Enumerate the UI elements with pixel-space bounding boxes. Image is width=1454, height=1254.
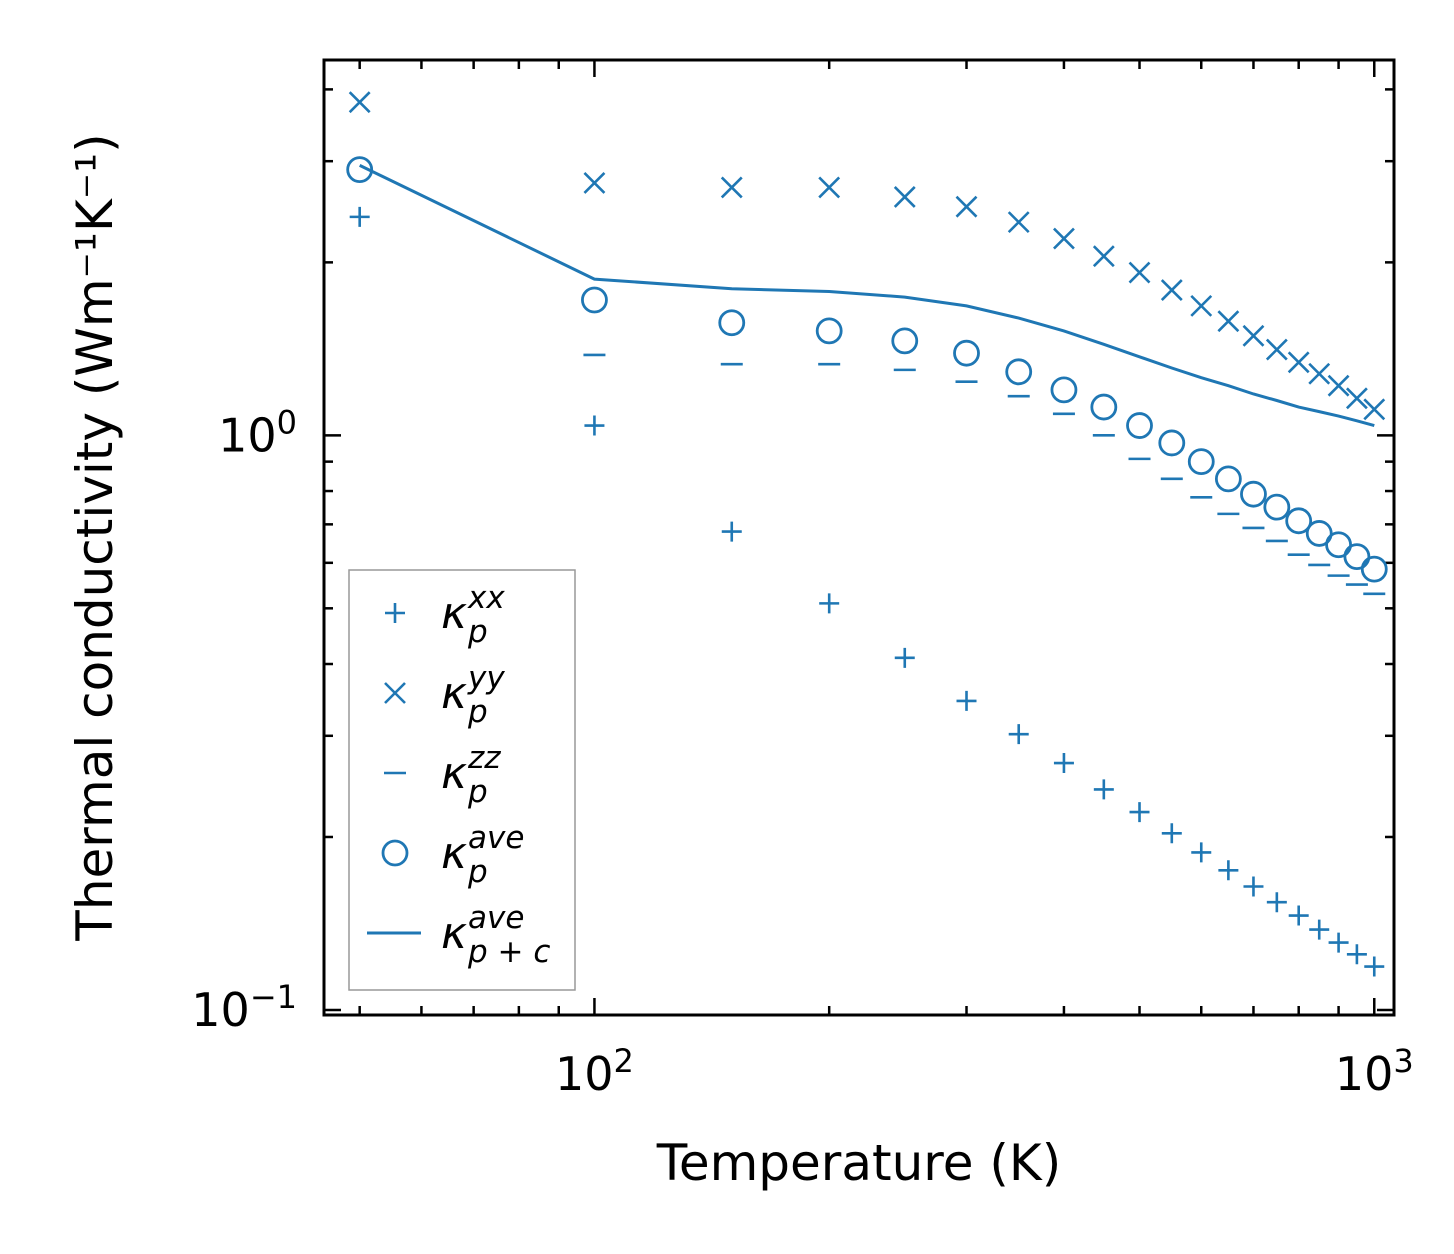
legend-marker-kappa_p_yy bbox=[384, 682, 406, 704]
point-kappa_p_yy bbox=[1190, 294, 1213, 317]
series-kappa_p_zz bbox=[583, 353, 1386, 596]
point-kappa_p_xx bbox=[584, 415, 605, 436]
legend: κxx p κyy p κzz p κave p κave p + c bbox=[348, 569, 576, 991]
point-kappa_p_xx bbox=[349, 206, 370, 227]
point-kappa_p_ave bbox=[1360, 555, 1388, 583]
point-kappa_p_yy bbox=[720, 176, 743, 199]
line-kappa_pc_ave bbox=[359, 164, 1375, 428]
point-kappa_p_ave bbox=[953, 339, 980, 367]
point-kappa_p_yy bbox=[1242, 324, 1265, 347]
point-kappa_p_xx bbox=[1328, 932, 1349, 953]
point-kappa_p_ave bbox=[1090, 393, 1118, 421]
point-kappa_p_yy bbox=[1265, 338, 1288, 361]
point-kappa_p_ave bbox=[1343, 543, 1371, 571]
x-axis-title: Temperature (K) bbox=[656, 1134, 1061, 1192]
legend-labels: κxx p κyy p κzz p κave p κave p + c bbox=[441, 580, 550, 970]
point-kappa_p_xx bbox=[1161, 823, 1182, 844]
point-kappa_p_ave bbox=[1240, 480, 1267, 508]
point-kappa_p_xx bbox=[1129, 802, 1150, 823]
legend-label-kappa_p_ave: κave p bbox=[441, 820, 524, 890]
y-axis-title: Thermal conductivity (Wm⁻¹K⁻¹) bbox=[66, 133, 124, 941]
point-kappa_p_xx bbox=[1346, 944, 1367, 965]
point-kappa_p_xx bbox=[1191, 842, 1212, 863]
point-kappa_p_xx bbox=[894, 647, 915, 668]
legend-label-kappa_p_zz: κzz p bbox=[441, 740, 501, 810]
plot-frame bbox=[322, 58, 1396, 1017]
point-kappa_p_ave bbox=[1126, 412, 1153, 439]
point-kappa_p_xx bbox=[1364, 956, 1385, 977]
point-kappa_p_xx bbox=[1218, 860, 1239, 881]
point-kappa_p_xx bbox=[1288, 905, 1309, 926]
plot-series bbox=[346, 91, 1388, 977]
series-kappa_pc_ave bbox=[359, 164, 1375, 428]
point-kappa_p_ave bbox=[1325, 531, 1352, 559]
point-kappa_p_yy bbox=[818, 176, 841, 199]
series-kappa_p_yy bbox=[348, 91, 1386, 421]
point-kappa_p_xx bbox=[1309, 919, 1330, 940]
legend-frame bbox=[348, 569, 576, 991]
point-kappa_p_yy bbox=[1128, 261, 1151, 284]
series-kappa_p_xx bbox=[349, 206, 1385, 977]
legend-marker-kappa_p_ave bbox=[381, 839, 409, 867]
point-kappa_p_ave bbox=[1158, 429, 1186, 457]
point-kappa_p_yy bbox=[955, 195, 978, 218]
point-kappa_p_yy bbox=[348, 91, 371, 114]
point-kappa_p_ave bbox=[1187, 448, 1215, 476]
series-kappa_p_ave bbox=[346, 156, 1388, 583]
point-kappa_p_ave bbox=[1263, 493, 1291, 521]
point-kappa_p_ave bbox=[1214, 465, 1242, 493]
tick-labels: 102 103 10−1 100 bbox=[191, 403, 1413, 1101]
legend-label-kappa_p_yy: κyy p bbox=[441, 660, 505, 730]
point-kappa_p_ave bbox=[815, 317, 843, 345]
point-kappa_p_yy bbox=[1160, 279, 1183, 301]
y-tick-label: 10−1 bbox=[191, 978, 297, 1037]
point-kappa_p_xx bbox=[1243, 876, 1264, 897]
point-kappa_p_yy bbox=[1363, 398, 1386, 421]
point-kappa_p_ave bbox=[1305, 520, 1333, 547]
point-kappa_p_yy bbox=[1308, 362, 1331, 385]
point-kappa_p_yy bbox=[1327, 374, 1350, 397]
point-kappa_p_yy bbox=[1345, 387, 1368, 410]
point-kappa_p_xx bbox=[1093, 779, 1114, 800]
point-kappa_p_xx bbox=[1008, 724, 1029, 745]
point-kappa_p_xx bbox=[1053, 753, 1074, 774]
legend-label-kappa_pc_ave: κave p + c bbox=[441, 900, 550, 970]
point-kappa_p_ave bbox=[718, 309, 746, 337]
point-kappa_p_yy bbox=[1287, 351, 1310, 374]
x-tick-label: 103 bbox=[1335, 1042, 1414, 1101]
point-kappa_p_yy bbox=[1092, 245, 1115, 268]
point-kappa_p_xx bbox=[721, 521, 742, 542]
point-kappa_p_xx bbox=[956, 690, 977, 711]
point-kappa_p_ave bbox=[1050, 376, 1078, 404]
legend-markers bbox=[367, 603, 421, 935]
point-kappa_p_yy bbox=[893, 185, 916, 208]
point-kappa_p_ave bbox=[581, 286, 608, 314]
point-kappa_p_ave bbox=[1005, 358, 1033, 386]
point-kappa_p_xx bbox=[819, 593, 840, 614]
point-kappa_p_yy bbox=[1217, 310, 1240, 333]
point-kappa_p_ave bbox=[1285, 507, 1313, 535]
point-kappa_p_yy bbox=[1007, 211, 1030, 234]
legend-label-kappa_p_xx: κxx p bbox=[441, 580, 505, 650]
point-kappa_p_yy bbox=[1053, 227, 1075, 250]
point-kappa_p_xx bbox=[1266, 892, 1287, 913]
point-kappa_p_yy bbox=[583, 171, 606, 194]
point-kappa_p_ave bbox=[891, 327, 919, 355]
y-tick-label: 100 bbox=[218, 403, 297, 462]
legend-marker-kappa_p_xx bbox=[385, 603, 405, 623]
x-tick-label: 102 bbox=[555, 1042, 634, 1101]
